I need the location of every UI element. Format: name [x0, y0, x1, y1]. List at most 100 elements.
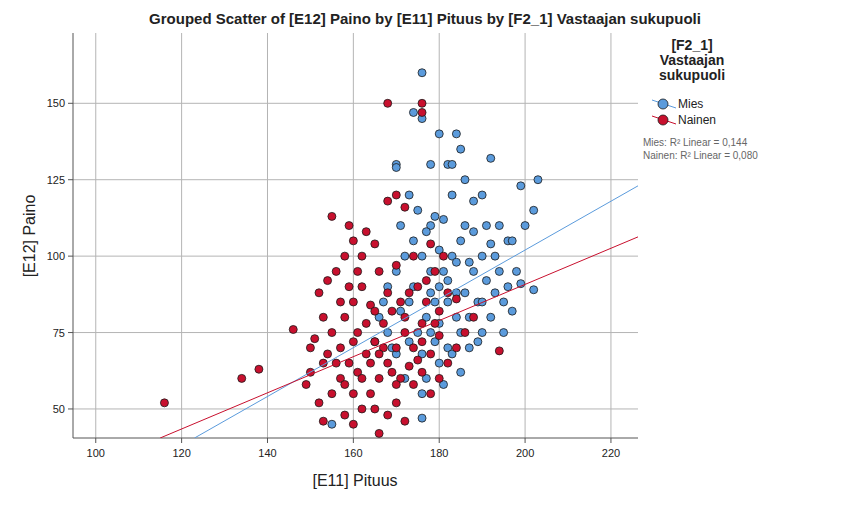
- point: [379, 298, 387, 306]
- point: [405, 362, 413, 370]
- point: [409, 252, 417, 260]
- point: [255, 365, 263, 373]
- point: [409, 344, 417, 352]
- axes: 1001201401601802002205075100125150: [47, 33, 638, 459]
- point: [435, 130, 443, 138]
- point: [384, 411, 392, 419]
- x-tick: [353, 438, 354, 443]
- point: [345, 359, 353, 367]
- x-grid-line: [95, 33, 96, 438]
- point: [315, 289, 323, 297]
- x-tick: [181, 438, 182, 443]
- point: [392, 191, 400, 199]
- point: [306, 344, 314, 352]
- point: [435, 332, 443, 340]
- point: [478, 252, 486, 260]
- point: [440, 252, 448, 260]
- point: [384, 359, 392, 367]
- point: [388, 307, 396, 315]
- point: [487, 313, 495, 321]
- point: [375, 350, 383, 358]
- point: [427, 160, 435, 168]
- point: [358, 405, 366, 413]
- point: [418, 390, 426, 398]
- x-axis-label: [E11] Pituus: [312, 472, 397, 489]
- point: [521, 222, 529, 230]
- point: [435, 283, 443, 291]
- point: [418, 252, 426, 260]
- y-tick: [68, 408, 73, 409]
- fit-line: [195, 186, 638, 438]
- point: [422, 277, 430, 285]
- point: [397, 222, 405, 230]
- point: [452, 344, 460, 352]
- point: [375, 374, 383, 382]
- point: [345, 283, 353, 291]
- title: Grouped Scatter of [E12] Paino by [E11] …: [149, 10, 701, 27]
- point: [478, 329, 486, 337]
- point: [341, 411, 349, 419]
- annotation: Nainen: R² Linear = 0,080: [643, 150, 758, 161]
- x-tick-label: 100: [87, 447, 105, 459]
- point: [431, 267, 439, 275]
- point: [452, 295, 460, 303]
- x-tick-label: 140: [258, 447, 276, 459]
- point: [367, 390, 375, 398]
- plot-area: [160, 69, 638, 438]
- x-tick-label: 220: [602, 447, 620, 459]
- point: [470, 267, 478, 275]
- point: [517, 182, 525, 190]
- point: [160, 399, 168, 407]
- legend-title-line: [F2_1]: [671, 37, 712, 53]
- x-grid-line: [610, 33, 611, 438]
- point: [332, 267, 340, 275]
- point: [482, 222, 490, 230]
- point: [349, 298, 357, 306]
- point: [289, 325, 297, 333]
- point: [457, 145, 465, 153]
- point: [341, 252, 349, 260]
- point: [392, 163, 400, 171]
- legend-marker: [658, 99, 668, 109]
- point: [495, 347, 503, 355]
- point: [487, 240, 495, 248]
- point: [470, 228, 478, 236]
- y-tick: [68, 332, 73, 333]
- point: [474, 338, 482, 346]
- point: [427, 240, 435, 248]
- point: [418, 108, 426, 116]
- series-points: [328, 69, 542, 429]
- point: [341, 381, 349, 389]
- x-tick: [439, 438, 440, 443]
- legend-title: [F2_1]Vastaajansukupuoli: [659, 37, 725, 83]
- point: [401, 417, 409, 425]
- point: [491, 252, 499, 260]
- point: [495, 222, 503, 230]
- point: [435, 374, 443, 382]
- point: [354, 329, 362, 337]
- point: [409, 381, 417, 389]
- point: [435, 359, 443, 367]
- point: [478, 191, 486, 199]
- point: [448, 160, 456, 168]
- point: [384, 99, 392, 107]
- point: [405, 191, 413, 199]
- point: [375, 267, 383, 275]
- point: [470, 313, 478, 321]
- y-tick-label: 50: [53, 403, 65, 415]
- point: [409, 237, 417, 245]
- fit-line: [160, 237, 638, 438]
- point: [444, 359, 452, 367]
- point: [504, 283, 512, 291]
- point: [349, 338, 357, 346]
- point: [487, 154, 495, 162]
- point: [319, 417, 327, 425]
- point: [427, 289, 435, 297]
- point: [435, 307, 443, 315]
- point: [427, 390, 435, 398]
- y-tick-label: 75: [53, 327, 65, 339]
- point: [465, 344, 473, 352]
- point: [500, 298, 508, 306]
- point: [388, 368, 396, 376]
- point: [311, 335, 319, 343]
